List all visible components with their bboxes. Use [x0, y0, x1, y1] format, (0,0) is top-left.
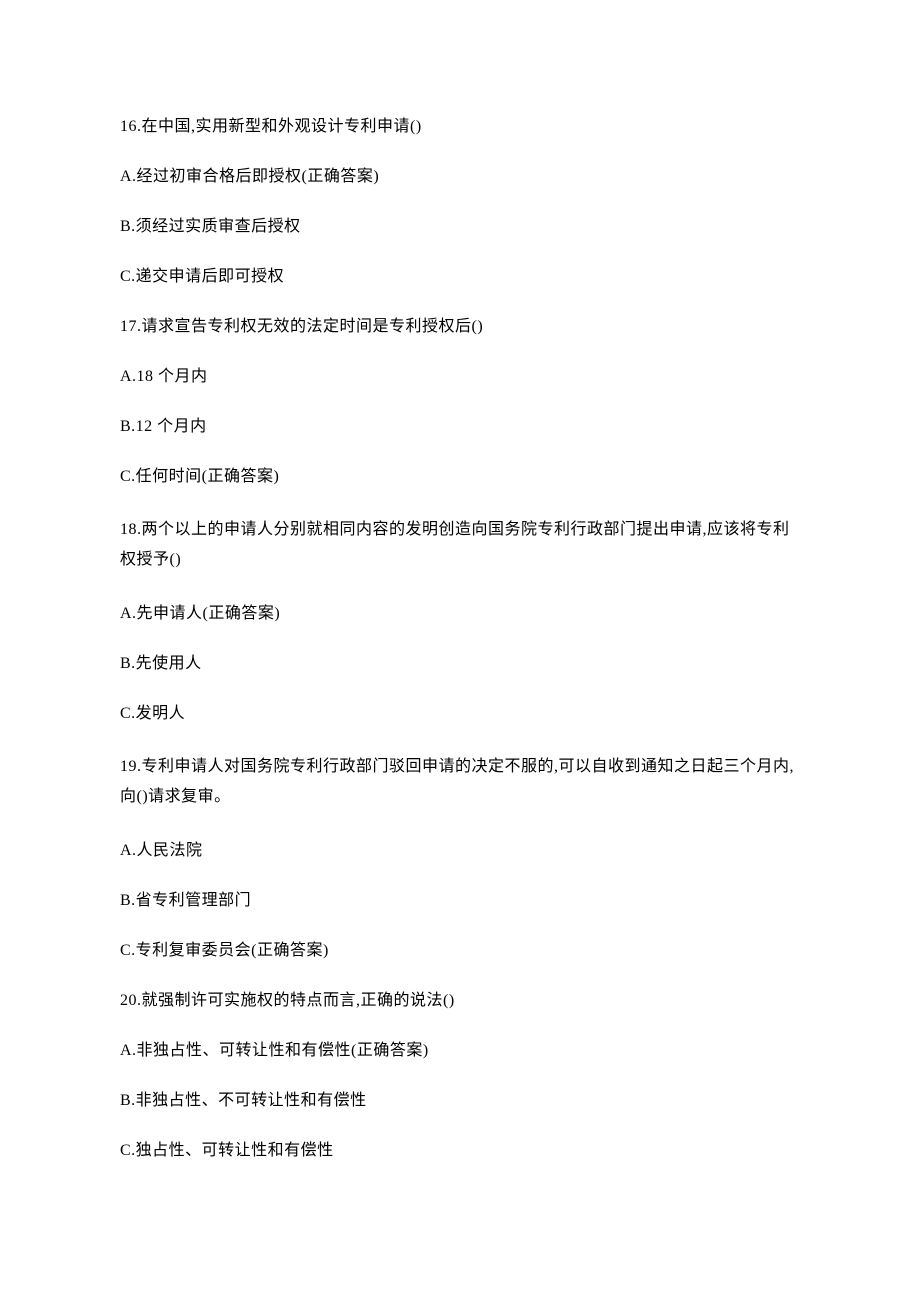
question-stem: 16.在中国,实用新型和外观设计专利申请() [120, 115, 800, 139]
question-option: A.先申请人(正确答案) [120, 602, 800, 626]
question-option: B.非独占性、不可转让性和有偿性 [120, 1089, 800, 1113]
question-option: B.12 个月内 [120, 415, 800, 439]
question-stem: 18.两个以上的申请人分别就相同内容的发明创造向国务院专利行政部门提出申请,应该… [120, 515, 800, 576]
question-option: C.发明人 [120, 702, 800, 726]
question-option: B.省专利管理部门 [120, 889, 800, 913]
question-stem: 17.请求宣告专利权无效的法定时间是专利授权后() [120, 315, 800, 339]
question-option: C.递交申请后即可授权 [120, 265, 800, 289]
document-content: 16.在中国,实用新型和外观设计专利申请() A.经过初审合格后即授权(正确答案… [120, 115, 800, 1163]
question-option: A.经过初审合格后即授权(正确答案) [120, 165, 800, 189]
question-option: B.先使用人 [120, 652, 800, 676]
question-stem: 20.就强制许可实施权的特点而言,正确的说法() [120, 989, 800, 1013]
question-option: A.非独占性、可转让性和有偿性(正确答案) [120, 1039, 800, 1063]
question-option: A.人民法院 [120, 839, 800, 863]
question-stem: 19.专利申请人对国务院专利行政部门驳回申请的决定不服的,可以自收到通知之日起三… [120, 752, 800, 813]
question-option: B.须经过实质审查后授权 [120, 215, 800, 239]
question-option: C.任何时间(正确答案) [120, 465, 800, 489]
question-option: A.18 个月内 [120, 365, 800, 389]
question-option: C.专利复审委员会(正确答案) [120, 939, 800, 963]
question-option: C.独占性、可转让性和有偿性 [120, 1139, 800, 1163]
